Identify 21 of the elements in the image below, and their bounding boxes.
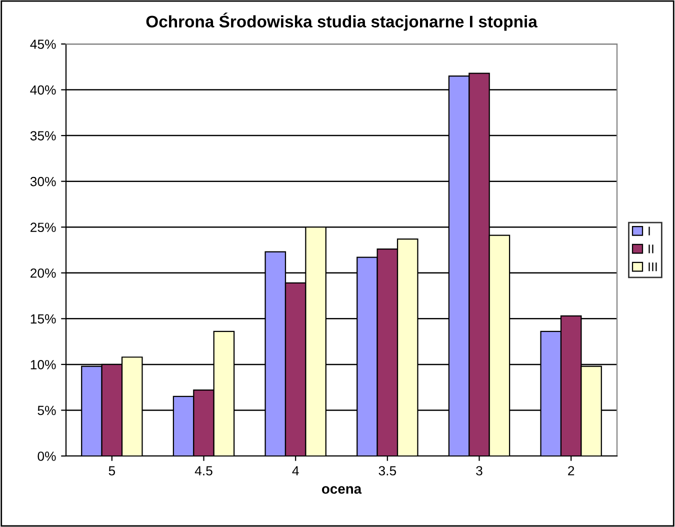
y-tick-label: 40% bbox=[30, 85, 56, 95]
y-tick-label: 0% bbox=[38, 452, 56, 461]
x-tick-label: 4 bbox=[292, 466, 299, 476]
x-tick-label: 5 bbox=[108, 466, 116, 476]
chart-title: Ochrona Środowiska studia stacjonarne I stopnia bbox=[146, 12, 538, 31]
y-tick-label: 45% bbox=[30, 40, 56, 49]
y-tick-label: 20% bbox=[30, 268, 56, 278]
y-tick-label: 10% bbox=[30, 360, 56, 370]
x-axis-title: ocena bbox=[322, 486, 362, 494]
legend-label: III bbox=[648, 262, 657, 272]
x-tick-label: 4.5 bbox=[194, 466, 212, 476]
legend-label: II bbox=[648, 244, 654, 254]
x-tick-label: 3.5 bbox=[378, 466, 396, 476]
x-tick-label: 2 bbox=[568, 466, 574, 476]
y-tick-label: 35% bbox=[30, 131, 56, 140]
y-tick-label: 15% bbox=[30, 314, 56, 324]
y-tick-label: 5% bbox=[38, 406, 56, 416]
y-tick-label: 25% bbox=[30, 222, 56, 232]
legend-label: I bbox=[648, 226, 650, 236]
x-tick-label: 3 bbox=[476, 466, 482, 476]
y-tick-label: 30% bbox=[30, 176, 56, 186]
